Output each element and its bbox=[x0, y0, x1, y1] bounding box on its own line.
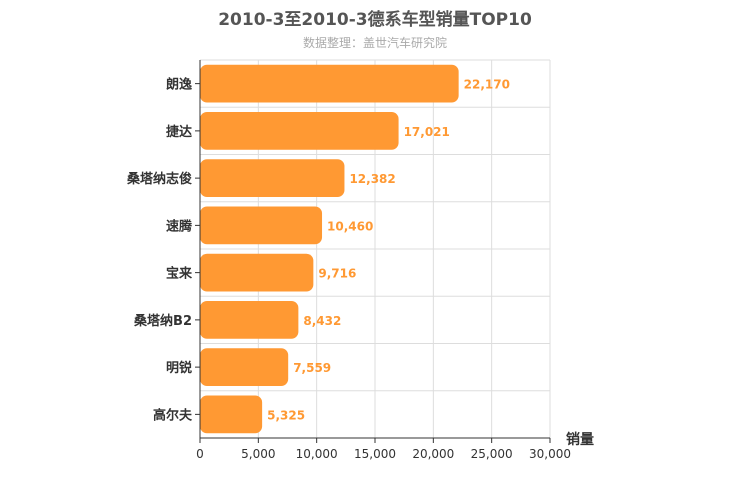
chart-title: 2010-3至2010-3德系车型销量TOP10 bbox=[218, 10, 532, 30]
category-label: 宝来 bbox=[166, 266, 193, 282]
x-tick-label: 25,000 bbox=[471, 447, 513, 461]
bar bbox=[200, 206, 323, 245]
category-label: 朗逸 bbox=[166, 77, 192, 93]
category-label: 速腾 bbox=[166, 218, 193, 234]
data-label: 17,021 bbox=[404, 125, 450, 139]
data-label: 12,382 bbox=[349, 172, 395, 186]
bar-layer: 22,170 17,021 12,382 10,460 9,716 8,432 7,559 5… bbox=[200, 64, 510, 434]
bar bbox=[200, 159, 345, 198]
x-tick-label: 15,000 bbox=[354, 447, 396, 461]
bar bbox=[200, 253, 314, 292]
data-label: 22,170 bbox=[464, 78, 510, 92]
bar bbox=[200, 395, 263, 434]
x-tick-label: 5,000 bbox=[241, 447, 275, 461]
chart-subtitle: 数据整理：盖世汽车研究院 bbox=[302, 36, 447, 50]
x-tick-label: 20,000 bbox=[412, 447, 454, 461]
x-tick-label: 30,000 bbox=[529, 447, 571, 461]
axis-layer: 0 5,000 10,000 15,000 20,000 25,000 30,000 朗逸捷达… bbox=[126, 60, 571, 461]
x-axis-label: 销量 bbox=[566, 431, 594, 448]
data-label: 7,559 bbox=[293, 361, 331, 375]
bar bbox=[200, 348, 289, 387]
x-tick-label: 0 bbox=[196, 447, 204, 461]
category-label: 桑塔纳志俊 bbox=[126, 171, 192, 187]
data-label: 8,432 bbox=[303, 314, 341, 328]
data-label: 9,716 bbox=[318, 267, 356, 281]
data-label: 10,460 bbox=[327, 219, 373, 233]
data-label: 5,325 bbox=[267, 408, 305, 422]
bar bbox=[200, 64, 459, 103]
bar bbox=[200, 111, 399, 150]
category-label: 明锐 bbox=[166, 360, 192, 376]
category-label: 捷达 bbox=[166, 124, 192, 140]
bar bbox=[200, 300, 299, 339]
x-tick-label: 10,000 bbox=[296, 447, 338, 461]
category-label: 高尔夫 bbox=[153, 407, 193, 423]
category-label: 桑塔纳B2 bbox=[133, 313, 192, 329]
